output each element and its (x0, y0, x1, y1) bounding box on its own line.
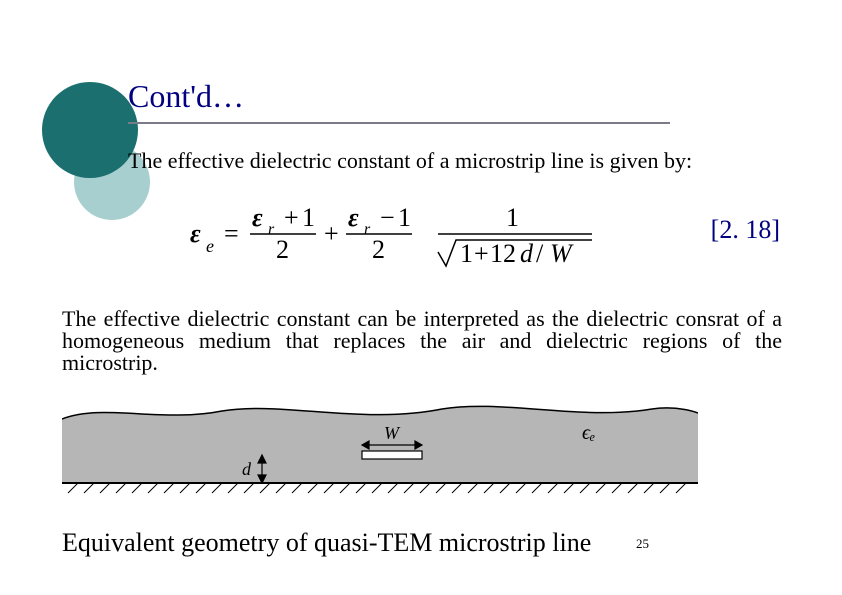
eq-t3-d: d (520, 239, 534, 268)
eq-t1-den: 2 (276, 235, 289, 264)
geometry-diagram: W d ϵₑ (62, 395, 698, 503)
equation: ε e = ε r + 1 2 + ε r − 1 2 (190, 200, 630, 278)
eq-t2-sub: r (364, 221, 371, 238)
eq-t3-coef: 12 (490, 239, 516, 268)
diagram-W-label: W (384, 423, 401, 443)
eq-t3-den1: 1 (460, 239, 473, 268)
eq-equals: = (224, 219, 239, 248)
eq-lhs-sub: e (206, 236, 214, 256)
intro-text: The effective dielectric constant of a m… (128, 150, 788, 172)
slide: Cont'd… The effective dielectric constan… (0, 0, 842, 595)
eq-term1: ε r + 1 2 (250, 203, 316, 264)
diagram-ground-hatch (68, 483, 686, 493)
equation-number: [2. 18] (711, 215, 780, 245)
eq-t3-W: W (550, 239, 574, 268)
diagram-strip (362, 451, 422, 459)
eq-t3-plus: + (474, 239, 489, 268)
eq-t2-eps: ε (348, 203, 359, 232)
eq-t1-eps: ε (252, 203, 263, 232)
diagram-d-label: d (242, 459, 252, 479)
eq-t2-op: − (380, 203, 395, 232)
diagram-caption: Equivalent geometry of quasi-TEM microst… (62, 528, 591, 558)
decor-circle-large (42, 82, 138, 178)
eq-term2: ε r − 1 2 (346, 203, 412, 264)
diagram-eps-label: ϵₑ (582, 422, 595, 444)
title-underline (128, 122, 670, 124)
eq-t1-sub: r (268, 221, 275, 238)
eq-t1-op: + (284, 203, 299, 232)
eq-lhs-eps: ε (190, 219, 201, 248)
eq-t2-den: 2 (372, 235, 385, 264)
eq-t1-right: 1 (302, 203, 315, 232)
eq-plus1: + (324, 219, 339, 248)
page-number: 25 (636, 536, 649, 552)
eq-t3-slash: / (536, 239, 544, 268)
interpretation-text: The effective dielectric constant can be… (62, 308, 782, 374)
eq-term3: 1 1 + 12 d / W (438, 203, 592, 268)
eq-t2-right: 1 (398, 203, 411, 232)
eq-t3-num: 1 (506, 203, 519, 232)
slide-title: Cont'd… (128, 78, 244, 115)
